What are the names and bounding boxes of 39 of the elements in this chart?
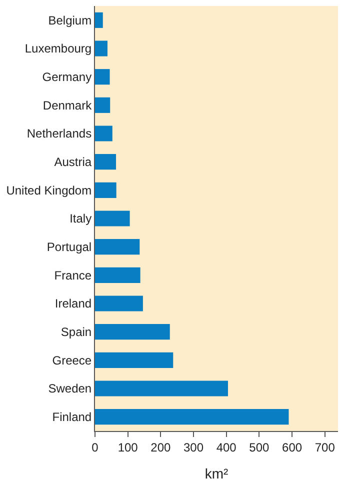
y-tick-label: Ireland — [54, 296, 92, 311]
y-tick-label: United Kingdom — [6, 183, 92, 198]
bar — [95, 69, 110, 85]
bar — [95, 296, 143, 312]
x-tick-label: 300 — [183, 440, 204, 454]
bar — [95, 182, 116, 198]
y-tick-label: Luxembourg — [24, 42, 92, 56]
x-tick-label: 200 — [150, 440, 172, 454]
y-tick-label: Portugal — [46, 240, 92, 254]
x-tick-label: 600 — [282, 440, 302, 454]
bar — [95, 324, 170, 340]
bar — [95, 40, 108, 56]
bar — [95, 210, 130, 226]
bar — [95, 352, 174, 368]
bar — [95, 12, 103, 28]
bar — [95, 154, 116, 170]
y-tick-label: Finland — [52, 410, 92, 424]
y-tick-label: Netherlands — [26, 126, 92, 141]
y-tick-label: Austria — [54, 155, 92, 170]
y-tick-label: Sweden — [48, 382, 92, 396]
bar — [95, 267, 140, 283]
x-axis-title: km² — [204, 466, 228, 482]
bar — [95, 380, 228, 396]
bar — [95, 126, 112, 142]
x-tick-label: 500 — [249, 440, 270, 454]
y-tick-label: Denmark — [42, 98, 93, 112]
bar — [95, 97, 110, 113]
y-tick-label: Spain — [60, 325, 92, 340]
x-tick-label: 400 — [216, 440, 237, 454]
y-tick-label: Italy — [70, 212, 92, 226]
x-tick-label: 100 — [118, 440, 138, 454]
y-tick-label: Germany — [42, 70, 92, 84]
y-tick-label: Belgium — [48, 13, 92, 28]
bar — [95, 239, 140, 255]
x-tick-label: 700 — [314, 440, 336, 454]
bar — [95, 409, 289, 425]
x-tick-label: 0 — [92, 440, 99, 454]
y-tick-label: Greece — [52, 353, 92, 368]
y-tick-label: France — [54, 268, 92, 282]
